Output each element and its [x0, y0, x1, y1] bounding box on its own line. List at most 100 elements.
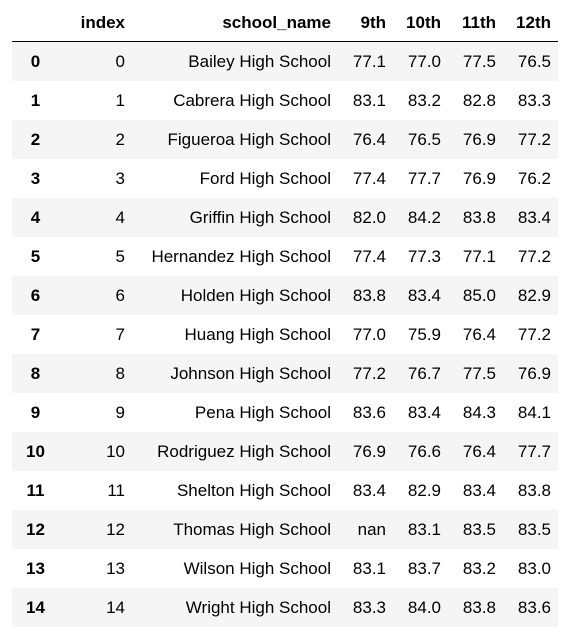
header-school-name: school_name [132, 5, 338, 42]
table-row: 8 8 Johnson High School 77.2 76.7 77.5 76.9 [12, 354, 558, 393]
grade-9th-cell: 77.4 [352, 168, 386, 188]
grade-11th-cell: 83.4 [462, 480, 496, 500]
grade-9th-cell: 83.4 [352, 480, 386, 500]
grade-12th-cell: 83.8 [517, 480, 551, 500]
table-header: index school_name 9th 10th 11th 12th [12, 5, 558, 42]
grade-12th-cell: 76.5 [517, 51, 551, 71]
grade-12th-cell: 83.0 [517, 558, 551, 578]
index-cell: 3 [115, 168, 125, 188]
grade-9th-cell: 82.0 [352, 207, 386, 227]
grade-9th-cell: 83.6 [352, 402, 386, 422]
grade-12th-cell: 83.6 [517, 597, 551, 617]
grade-11th-cell: 83.8 [462, 597, 496, 617]
grade-12th-cell: 83.3 [517, 90, 551, 110]
dataframe-output: index school_name 9th 10th 11th 12th 0 0 B… [12, 5, 558, 627]
grade-12th-cell: 77.2 [517, 129, 551, 149]
table-row: 4 4 Griffin High School 82.0 84.2 83.8 83.4 [12, 198, 558, 237]
table-row: 5 5 Hernandez High School 77.4 77.3 77.1 77.2 [12, 237, 558, 276]
grade-10th-cell: 76.7 [407, 363, 441, 383]
row-label: 12 [26, 519, 45, 539]
row-label: 11 [26, 480, 45, 500]
grade-9th-cell: 83.1 [352, 90, 386, 110]
grade-12th-cell: 76.2 [517, 168, 551, 188]
grade-10th-cell: 83.2 [407, 90, 441, 110]
index-cell: 5 [115, 246, 125, 266]
grade-11th-cell: 77.1 [462, 246, 496, 266]
table-row: 3 3 Ford High School 77.4 77.7 76.9 76.2 [12, 159, 558, 198]
grade-12th-cell: 82.9 [517, 285, 551, 305]
grade-11th-cell: 76.4 [462, 441, 496, 461]
grade-12th-cell: 83.4 [517, 207, 551, 227]
grade-10th-cell: 77.0 [407, 51, 441, 71]
table-row: 2 2 Figueroa High School 76.4 76.5 76.9 77.2 [12, 120, 558, 159]
grade-9th-cell: 83.3 [352, 597, 386, 617]
school-name-cell: Figueroa High School [167, 129, 331, 149]
grade-10th-cell: 75.9 [407, 324, 441, 344]
grade-10th-cell: 82.9 [407, 480, 441, 500]
row-label: 6 [30, 285, 41, 305]
header-10th: 10th [393, 5, 448, 42]
school-name-cell: Cabrera High School [173, 90, 331, 110]
row-label: 14 [26, 597, 45, 617]
grade-12th-cell: 77.2 [517, 324, 551, 344]
school-name-cell: Wright High School [185, 597, 331, 617]
grade-11th-cell: 83.5 [462, 519, 496, 539]
table-row: 6 6 Holden High School 83.8 83.4 85.0 82.9 [12, 276, 558, 315]
school-name-cell: Bailey High School [188, 51, 331, 71]
table-row: 0 0 Bailey High School 77.1 77.0 77.5 76.5 [12, 41, 558, 81]
index-cell: 13 [106, 558, 125, 578]
index-cell: 2 [115, 129, 125, 149]
school-name-cell: Pena High School [194, 402, 331, 422]
grade-10th-cell: 83.1 [407, 519, 441, 539]
index-cell: 1 [115, 90, 125, 110]
school-name-cell: Wilson High School [183, 558, 331, 578]
grade-10th-cell: 84.2 [407, 207, 441, 227]
row-label: 7 [30, 324, 41, 344]
table-body: 0 0 Bailey High School 77.1 77.0 77.5 76.5 1 1 Ca… [12, 41, 558, 627]
table-row: 11 11 Shelton High School 83.4 82.9 83.4 83.8 [12, 471, 558, 510]
row-label: 3 [30, 168, 41, 188]
grade-11th-cell: 82.8 [462, 90, 496, 110]
grade-11th-cell: 84.3 [462, 402, 496, 422]
index-cell: 7 [115, 324, 125, 344]
grade-11th-cell: 83.8 [462, 207, 496, 227]
header-11th: 11th [448, 5, 503, 42]
index-cell: 12 [106, 519, 125, 539]
index-cell: 6 [115, 285, 125, 305]
header-12th: 12th [503, 5, 558, 42]
school-name-cell: Huang High School [184, 324, 331, 344]
grade-9th-cell: 77.0 [352, 324, 386, 344]
school-name-cell: Rodriguez High School [157, 441, 331, 461]
row-label: 2 [30, 129, 41, 149]
grade-11th-cell: 76.9 [462, 168, 496, 188]
header-9th: 9th [338, 5, 393, 42]
grade-11th-cell: 83.2 [462, 558, 496, 578]
grade-9th-cell: 76.4 [352, 129, 386, 149]
index-cell: 14 [106, 597, 125, 617]
school-name-cell: Thomas High School [173, 519, 331, 539]
grade-12th-cell: 84.1 [517, 402, 551, 422]
grade-10th-cell: 83.7 [407, 558, 441, 578]
school-name-cell: Hernandez High School [151, 246, 331, 266]
grade-11th-cell: 76.4 [462, 324, 496, 344]
school-name-cell: Griffin High School [189, 207, 331, 227]
header-row: index school_name 9th 10th 11th 12th [12, 5, 558, 42]
grade-9th-cell: 77.4 [352, 246, 386, 266]
table-row: 10 10 Rodriguez High School 76.9 76.6 76.4 77.… [12, 432, 558, 471]
table-row: 12 12 Thomas High School nan 83.1 83.5 83.5 [12, 510, 558, 549]
grade-12th-cell: 83.5 [517, 519, 551, 539]
index-cell: 10 [106, 441, 125, 461]
grade-10th-cell: 83.4 [407, 285, 441, 305]
grade-12th-cell: 77.7 [517, 441, 551, 461]
grade-12th-cell: 77.2 [517, 246, 551, 266]
header-index: index [59, 5, 132, 42]
row-label: 0 [30, 51, 41, 71]
school-name-cell: Shelton High School [176, 480, 331, 500]
row-label: 9 [30, 402, 41, 422]
index-cell: 8 [115, 363, 125, 383]
school-name-cell: Johnson High School [170, 363, 331, 383]
row-label: 4 [30, 207, 41, 227]
grade-9th-cell: 77.1 [352, 51, 386, 71]
school-name-cell: Holden High School [180, 285, 331, 305]
index-cell: 11 [107, 480, 125, 500]
